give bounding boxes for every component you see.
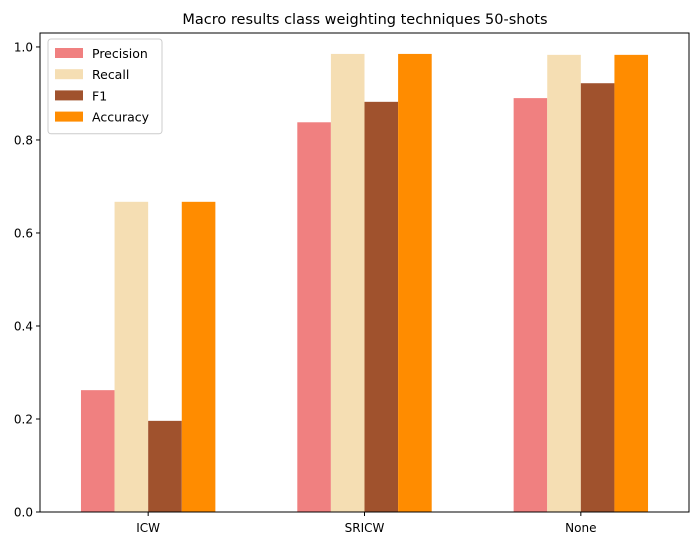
bar-accuracy-icw bbox=[181, 201, 216, 512]
y-tick-label: 0.0 bbox=[14, 506, 33, 520]
legend-swatch-f1 bbox=[55, 90, 83, 101]
bar-f1-sricw bbox=[364, 101, 399, 513]
bar-recall-icw bbox=[114, 201, 149, 512]
legend-box bbox=[47, 38, 163, 135]
legend-label-accuracy: Accuracy bbox=[92, 110, 150, 125]
x-tick-label-sricw: SRICW bbox=[345, 521, 385, 535]
legend: Precision Recall F1 Accuracy bbox=[47, 38, 163, 135]
y-axis: 0.0 0.2 0.4 0.6 0.8 1.0 bbox=[14, 40, 40, 520]
chart-title: Macro results class weighting techniques… bbox=[182, 12, 547, 28]
bar-f1-none bbox=[580, 83, 615, 512]
bars-layer bbox=[80, 53, 649, 513]
y-tick-label: 0.2 bbox=[14, 412, 33, 426]
legend-swatch-precision bbox=[55, 48, 83, 58]
y-tick-label: 0.8 bbox=[14, 133, 33, 147]
bar-accuracy-none bbox=[614, 54, 649, 513]
y-tick-label: 1.0 bbox=[14, 40, 33, 54]
x-axis: ICW SRICW None bbox=[136, 512, 596, 535]
bar-precision-none bbox=[513, 98, 548, 512]
legend-swatch-accuracy bbox=[55, 111, 83, 122]
bar-accuracy-sricw bbox=[398, 53, 432, 512]
legend-swatch-recall bbox=[55, 69, 83, 80]
bar-f1-icw bbox=[148, 420, 182, 512]
bar-precision-icw bbox=[80, 390, 115, 512]
y-tick-label: 0.4 bbox=[14, 319, 33, 333]
bar-recall-sricw bbox=[330, 53, 365, 512]
bar-recall-none bbox=[547, 54, 581, 513]
legend-label-precision: Precision bbox=[92, 46, 148, 61]
legend-label-recall: Recall bbox=[92, 67, 129, 82]
bar-precision-sricw bbox=[297, 122, 331, 513]
y-tick-label: 0.6 bbox=[14, 226, 33, 240]
x-tick-label-none: None bbox=[565, 521, 596, 535]
legend-label-f1: F1 bbox=[92, 88, 107, 103]
x-tick-label-icw: ICW bbox=[136, 521, 160, 535]
